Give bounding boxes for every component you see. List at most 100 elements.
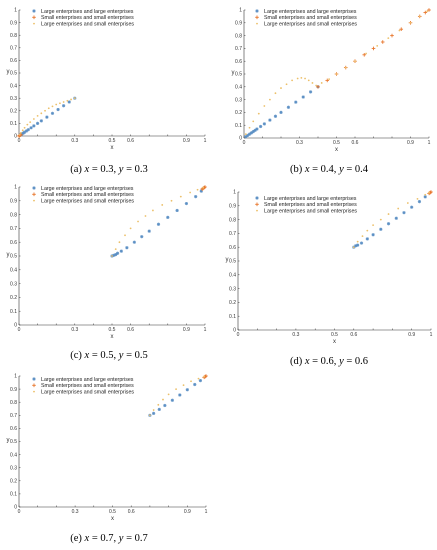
caption-c: (c) x = 0.5, y = 0.5: [2, 350, 216, 361]
data-point: [268, 118, 272, 122]
y-tick-label: 1: [14, 8, 17, 14]
y-tick-label: 0.9: [10, 387, 17, 393]
x-tick-label: 0.3: [72, 509, 79, 515]
data-point: [170, 398, 174, 402]
data-point: [307, 79, 310, 82]
legend-label: Large enterprises and large enterprises: [264, 196, 357, 202]
y-tick-label: 0.1: [229, 314, 236, 320]
data-point: [335, 73, 338, 75]
series-2: [352, 191, 430, 249]
data-point: [137, 220, 139, 223]
data-point: [301, 95, 305, 99]
x-tick-label: 0.3: [71, 327, 78, 333]
data-point: [45, 115, 49, 119]
data-point: [114, 248, 117, 250]
data-point: [40, 112, 43, 115]
y-axis-label: y: [232, 70, 235, 76]
data-point: [296, 77, 299, 80]
data-point: [273, 114, 278, 118]
caption-x-value: = 0.7,: [89, 533, 119, 544]
y-tick-label: 0.3: [10, 281, 17, 287]
data-point: [67, 100, 71, 104]
data-point: [32, 124, 36, 128]
data-point: [152, 209, 154, 212]
data-point: [402, 211, 406, 215]
x-axis-label: x: [111, 334, 114, 340]
data-point: [47, 107, 50, 110]
y-tick-label: 0: [14, 134, 17, 140]
y-tick-label: 0.6: [229, 245, 236, 251]
data-point: [170, 199, 173, 202]
x-tick-label: 0.9: [183, 327, 190, 333]
y-tick-label: 0.5: [10, 439, 17, 445]
data-point: [29, 126, 33, 130]
y-tick-label: 0.6: [10, 240, 17, 246]
y-tick-label: 1: [14, 185, 17, 191]
scatter-plot-b: 0 0.3 0.5 0.6 0.9 1 0 0.1 0.2 0.3 0.4 0.5 0.6 0.7 0.8 0…: [232, 8, 431, 153]
y-tick-label: 0.7: [229, 231, 236, 237]
legend-label: Large enterprises and small enterprises: [41, 389, 134, 395]
data-point: [119, 249, 123, 253]
x-tick-label: 1: [205, 509, 208, 515]
data-point: [184, 201, 188, 206]
caption-e: (e) x = 0.7, y = 0.7: [2, 533, 216, 544]
legend: Large enterprises and large enterprisesS…: [32, 186, 134, 204]
data-point: [406, 202, 409, 204]
data-point: [259, 124, 263, 129]
data-point: [44, 109, 46, 112]
data-point: [73, 97, 76, 100]
caption-x: x: [84, 164, 90, 175]
y-tick-label: 0: [239, 136, 242, 142]
data-point: [409, 21, 412, 24]
caption-label: (e): [70, 533, 82, 544]
x-tick-label: 0.6: [352, 140, 359, 146]
x-tick-label: 0.5: [109, 327, 116, 333]
x-tick-label: 0.5: [109, 138, 116, 144]
data-point: [257, 112, 260, 115]
data-point: [56, 107, 60, 112]
data-point: [366, 229, 369, 232]
data-point: [354, 60, 356, 63]
series-2: [149, 375, 206, 417]
data-point: [262, 122, 266, 126]
data-point: [426, 10, 429, 13]
y-tick-label: 0.1: [235, 123, 242, 129]
data-point: [59, 102, 61, 105]
y-axis-label: y: [7, 69, 10, 75]
y-tick-label: 0.3: [10, 465, 17, 471]
data-point: [416, 198, 419, 200]
caption-x: x: [84, 533, 90, 544]
data-point: [124, 234, 126, 237]
series-0: [352, 195, 427, 249]
data-point: [147, 229, 151, 233]
legend: Large enterprises and large enterprisesS…: [255, 196, 357, 214]
series-1: [202, 374, 208, 380]
caption-y-value: = 0.4: [343, 164, 369, 175]
x-tick-label: 0.3: [296, 140, 303, 146]
legend-label: Small enterprises and small enterprises: [41, 15, 134, 21]
y-tick-label: 0.4: [10, 83, 17, 89]
legend-label: Large enterprises and small enterprises: [264, 21, 357, 27]
scatter-plot-c: 0 0.3 0.5 0.6 0.9 1 0 0.1 0.2 0.3 0.4 0.5 0.6 0.7 0.8 0…: [7, 185, 207, 340]
y-tick-label: 0.8: [10, 212, 17, 218]
data-point: [244, 135, 248, 139]
data-point: [36, 121, 40, 125]
legend-label: Small enterprises and small enterprises: [264, 15, 357, 21]
data-point: [203, 375, 206, 378]
x-axis-label: x: [111, 145, 114, 151]
data-point: [115, 251, 120, 255]
series-2: [111, 186, 205, 257]
data-point: [193, 382, 197, 387]
data-point: [398, 29, 401, 32]
x-tick-label: 0.3: [292, 332, 299, 338]
data-point: [387, 213, 390, 215]
legend-marker: [33, 199, 35, 202]
caption-a: (a) x = 0.3, y = 0.3: [2, 164, 216, 175]
data-point: [23, 126, 26, 129]
y-tick-label: 0: [14, 323, 17, 329]
data-point: [427, 8, 431, 12]
data-point: [166, 215, 170, 219]
x-tick-label: 0.9: [184, 509, 191, 515]
x-tick-label: 0: [243, 140, 246, 146]
legend-label: Small enterprises and small enterprises: [264, 202, 357, 208]
